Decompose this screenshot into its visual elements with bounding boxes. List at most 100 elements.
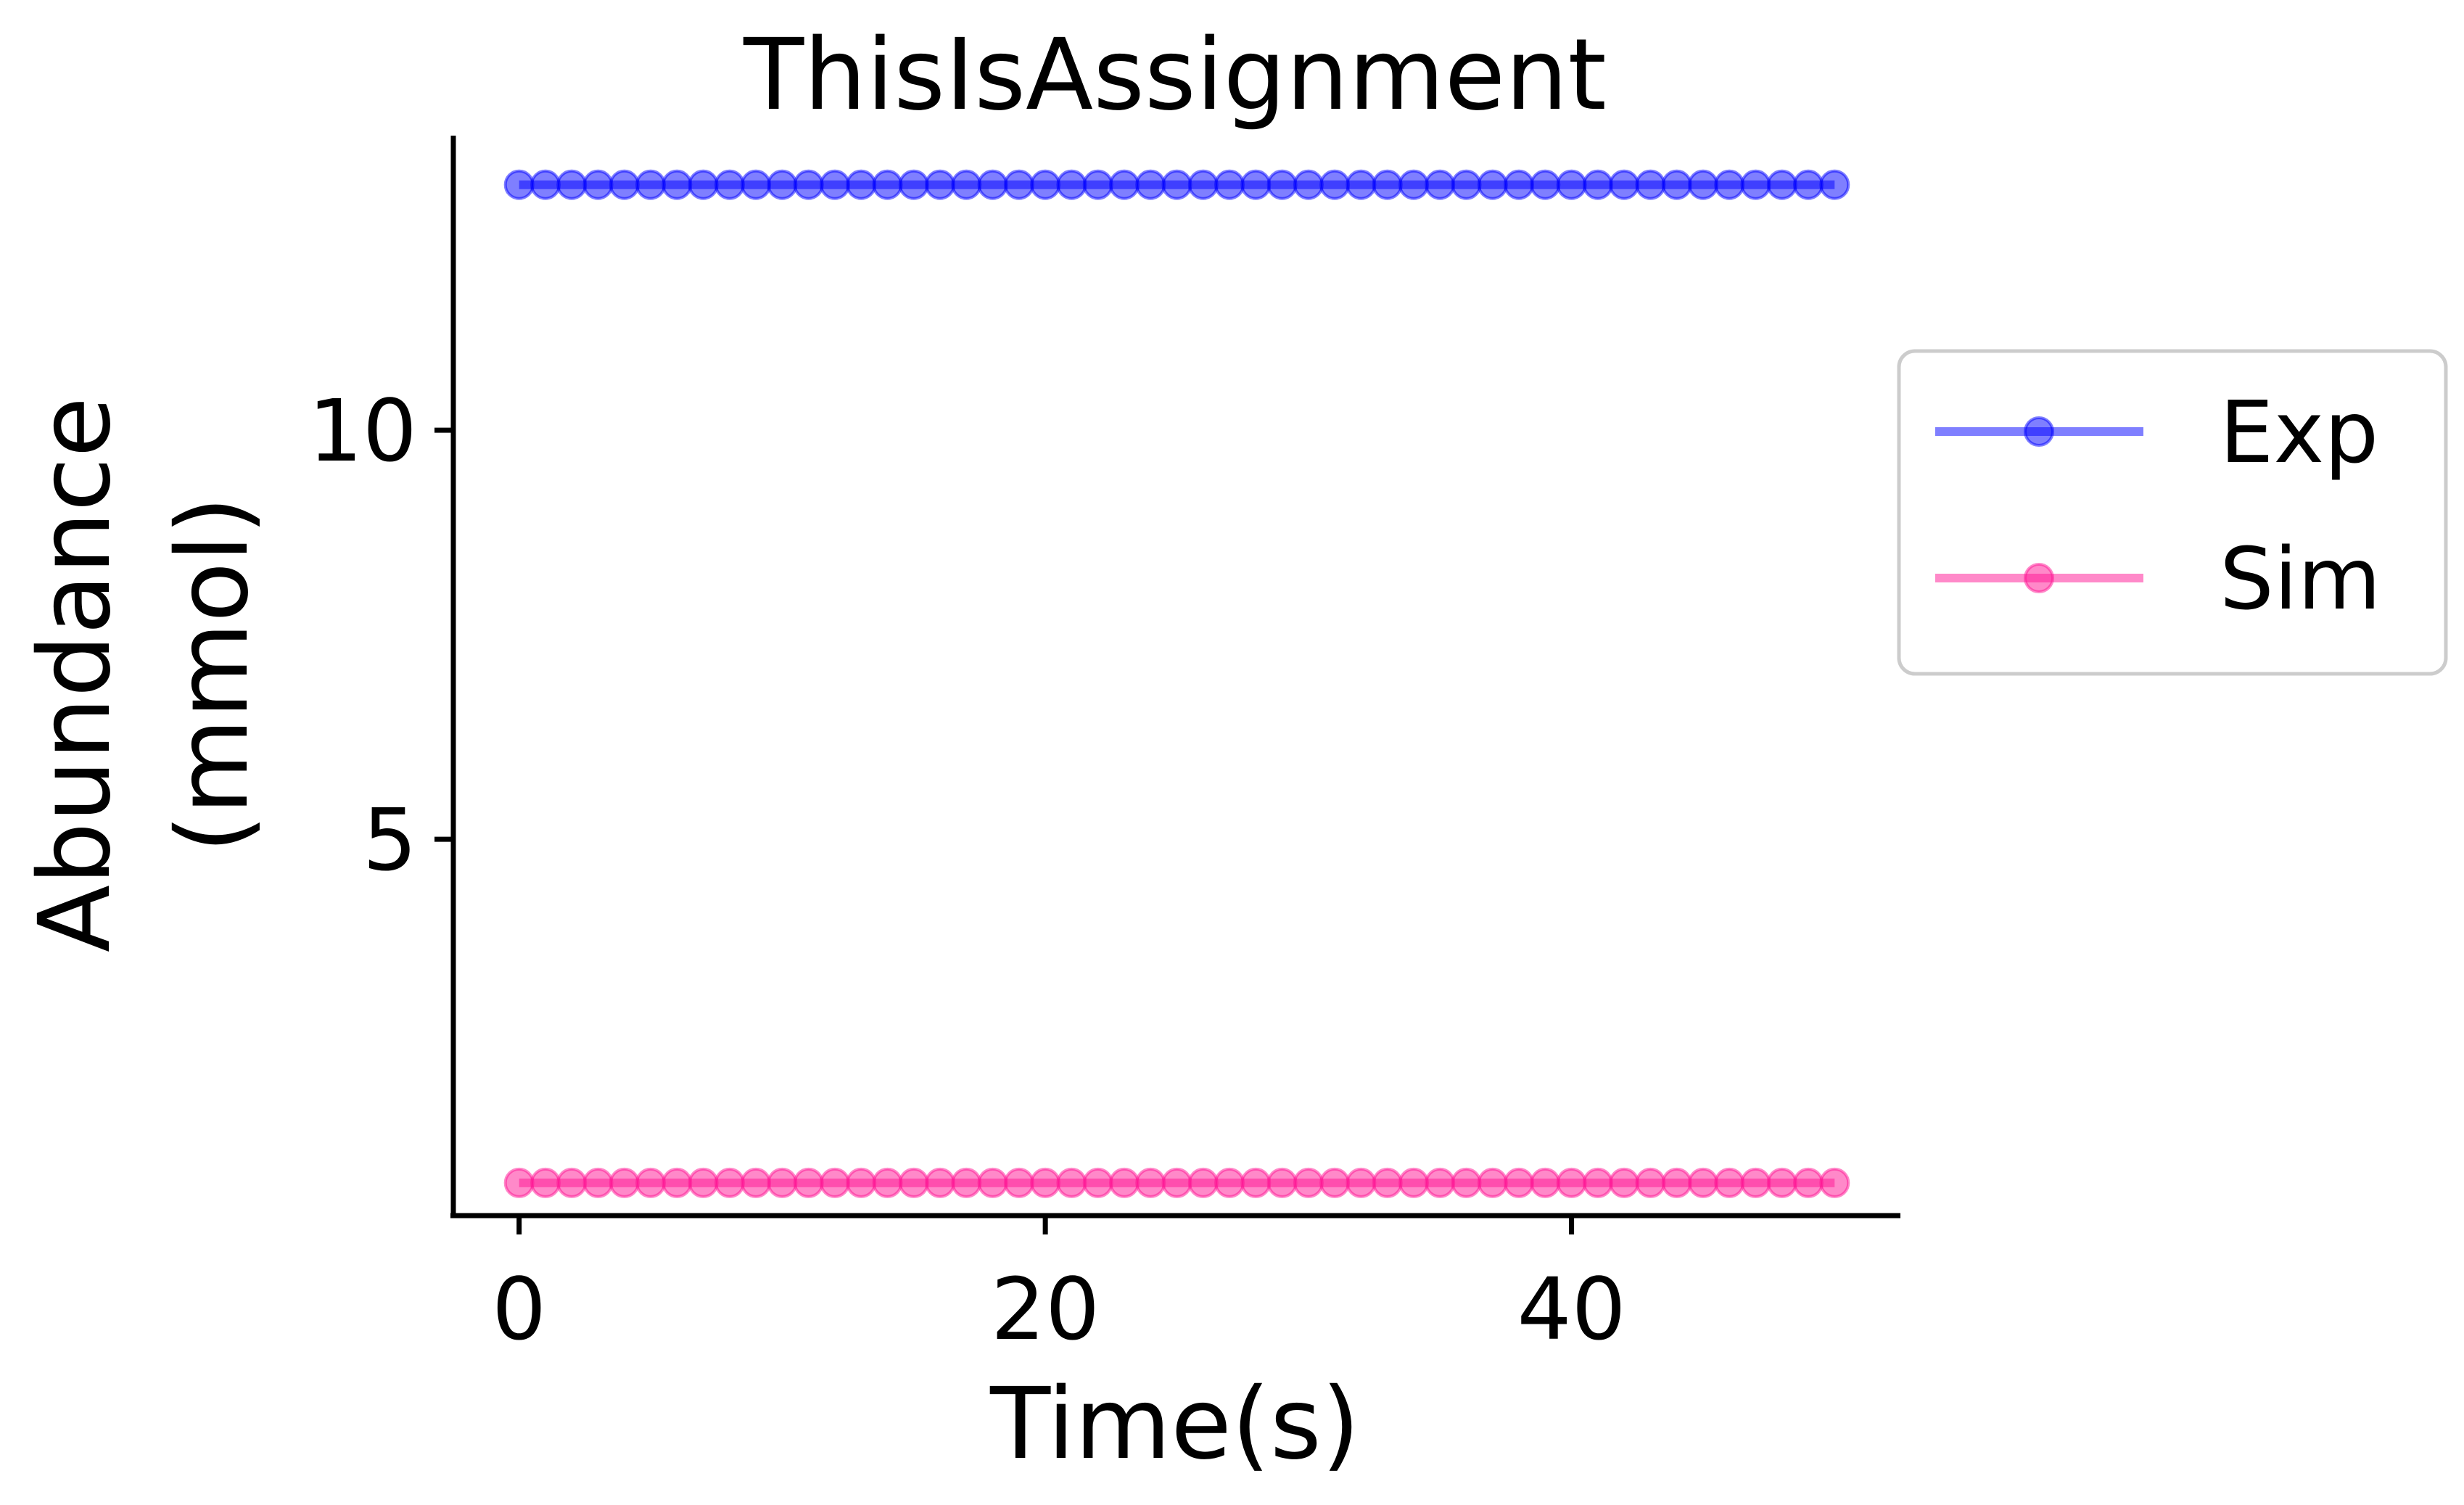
series-exp [503,169,1850,200]
y-tick-label: 5 [363,790,417,890]
data-point-sim [688,1167,719,1198]
data-point-sim [1135,1167,1166,1198]
data-point-exp [1477,169,1508,200]
data-point-sim [662,1167,693,1198]
data-point-exp [1056,169,1087,200]
data-point-sim [1740,1167,1771,1198]
legend: Exp Sim [1897,349,2448,676]
data-point-sim [503,1167,535,1198]
data-point-sim [1109,1167,1140,1198]
data-point-exp [1556,169,1587,200]
data-point-exp [1766,169,1797,200]
data-point-sim [714,1167,745,1198]
data-point-sim [977,1167,1008,1198]
data-point-sim [1688,1167,1718,1198]
data-point-sim [898,1167,929,1198]
data-point-sim [530,1167,561,1198]
data-point-sim [1266,1167,1298,1198]
data-point-exp [898,169,929,200]
data-point-exp [1819,169,1850,200]
x-tick-label: 40 [1517,1259,1626,1359]
data-point-sim [1214,1167,1245,1198]
data-point-sim [1003,1167,1034,1198]
data-point-sim [1293,1167,1324,1198]
y-tick-label: 10 [308,381,417,481]
data-point-exp [1346,169,1377,200]
data-point-sim [951,1167,982,1198]
data-point-exp [635,169,666,200]
data-point-exp [977,169,1008,200]
legend-label-sim: Sim [2220,529,2381,629]
data-point-exp [1030,169,1061,200]
legend-marker-sim [2024,563,2054,593]
data-point-sim [793,1167,824,1198]
legend-label-exp: Exp [2220,382,2378,482]
y-axis-label-line-2: (mmol) [156,496,271,853]
data-point-sim [767,1167,798,1198]
data-point-exp [1003,169,1034,200]
data-point-exp [582,169,614,200]
data-point-sim [820,1167,850,1198]
data-point-exp [1582,169,1613,200]
data-point-sim [872,1167,903,1198]
data-point-exp [1319,169,1351,200]
data-point-sim [1556,1167,1587,1198]
x-ticks: 0 20 40 [492,1216,1626,1359]
legend-marker-exp [2024,416,2054,447]
data-point-exp [793,169,824,200]
data-point-sim [1451,1167,1482,1198]
data-point-sim [1319,1167,1351,1198]
data-point-sim [1161,1167,1192,1198]
data-point-sim [1240,1167,1272,1198]
data-point-exp [609,169,640,200]
chart-title: ThisIsAssignment [743,18,1607,133]
data-point-exp [1082,169,1113,200]
data-point-sim [1661,1167,1692,1198]
x-tick-label: 0 [492,1259,546,1359]
data-point-sim [635,1167,666,1198]
data-point-sim [1714,1167,1745,1198]
data-point-sim [1477,1167,1508,1198]
data-point-exp [1240,169,1272,200]
x-axis-label: Time(s) [989,1367,1360,1482]
data-point-sim [1819,1167,1850,1198]
legend-entry-sim: Sim [1935,529,2381,629]
data-point-exp [1609,169,1640,200]
data-point-exp [1661,169,1692,200]
data-point-sim [846,1167,877,1198]
data-point-sim [1082,1167,1113,1198]
data-point-exp [1293,169,1324,200]
data-point-sim [1030,1167,1061,1198]
data-point-sim [1504,1167,1534,1198]
data-point-sim [609,1167,640,1198]
data-point-sim [925,1167,955,1198]
data-point-sim [1766,1167,1797,1198]
data-point-exp [1635,169,1666,200]
data-point-exp [1135,169,1166,200]
data-point-sim [741,1167,772,1198]
data-point-sim [1346,1167,1377,1198]
data-point-sim [1056,1167,1087,1198]
series-sim [503,1167,1850,1198]
data-point-exp [820,169,850,200]
data-point-exp [1161,169,1192,200]
data-point-exp [714,169,745,200]
legend-entry-exp: Exp [1935,382,2378,482]
data-point-sim [1530,1167,1561,1198]
data-point-exp [1214,169,1245,200]
data-point-sim [556,1167,588,1198]
data-point-exp [1504,169,1534,200]
x-axis-label-group: Time(s) [989,1367,1360,1482]
data-point-exp [951,169,982,200]
data-point-exp [1425,169,1456,200]
data-point-sim [1793,1167,1824,1198]
data-point-exp [872,169,903,200]
data-point-exp [1372,169,1403,200]
data-point-sim [1187,1167,1219,1198]
data-point-exp [1266,169,1298,200]
data-point-exp [1398,169,1429,200]
axes-layer [450,136,1900,1219]
data-point-exp [741,169,772,200]
data-point-exp [1187,169,1219,200]
